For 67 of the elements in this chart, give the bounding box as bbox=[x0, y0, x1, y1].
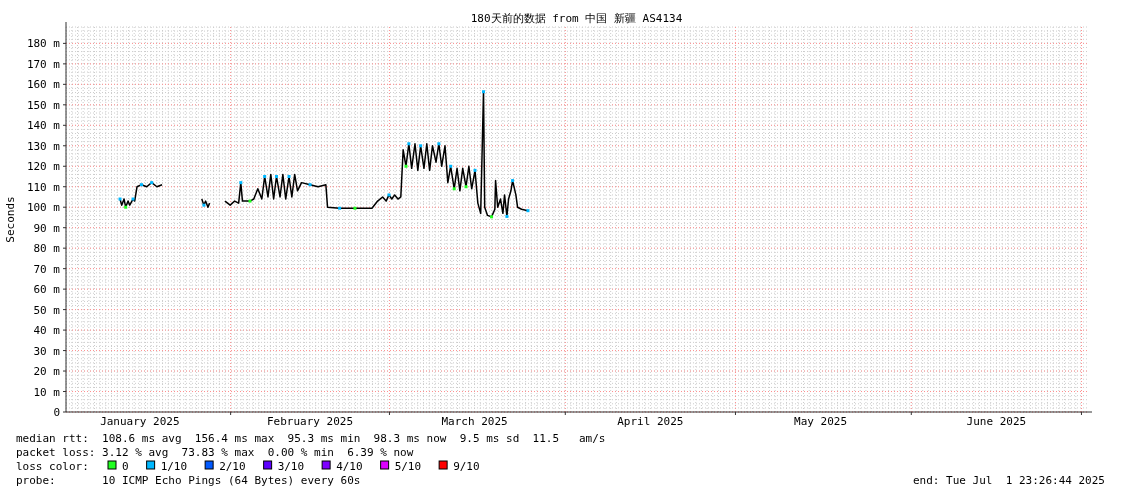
x-tick-label: June 2025 bbox=[966, 415, 1027, 428]
y-tick-label: 120 m bbox=[26, 160, 61, 174]
point bbox=[526, 209, 530, 213]
legend-label: 0 bbox=[122, 460, 129, 473]
point bbox=[387, 193, 391, 197]
y-tick-label: 100 m bbox=[26, 201, 61, 215]
point bbox=[131, 197, 135, 201]
text: packet loss: 3.12 % avg 73.83 % max 0.00 % min 6.39 % now bbox=[16, 446, 414, 459]
y-tick-label: 90 m bbox=[33, 221, 61, 235]
chart-title: 180天前的数据 from 中国 新疆 AS4134 bbox=[470, 12, 683, 25]
point bbox=[473, 168, 477, 172]
y-tick-label: 150 m bbox=[26, 98, 61, 112]
y-tick-label: 130 m bbox=[26, 139, 61, 153]
point bbox=[140, 183, 144, 187]
point bbox=[239, 181, 243, 185]
legend-label: 5/10 bbox=[394, 460, 422, 473]
point bbox=[505, 214, 509, 218]
y-tick-label: 30 m bbox=[33, 344, 61, 358]
point bbox=[452, 187, 456, 191]
y-tick-label: 20 m bbox=[33, 365, 61, 379]
legend-label: 1/10 bbox=[160, 460, 188, 473]
y-tick-label: 70 m bbox=[33, 262, 61, 276]
point bbox=[274, 175, 278, 178]
point bbox=[353, 206, 357, 210]
point bbox=[437, 142, 441, 146]
point bbox=[407, 142, 411, 146]
y-tick-label: 180 m bbox=[26, 37, 61, 51]
point bbox=[118, 197, 122, 201]
point bbox=[482, 90, 486, 94]
text: end: Tue Jul 1 23:26:44 2025 bbox=[912, 474, 1105, 487]
y-tick-label: 50 m bbox=[33, 303, 61, 317]
legend-label: 4/10 bbox=[336, 460, 363, 473]
point bbox=[511, 179, 515, 183]
legend-title: loss color: bbox=[16, 460, 89, 473]
point bbox=[248, 199, 252, 203]
x-tick-label: January 2025 bbox=[100, 415, 180, 428]
y-tick-label: 170 m bbox=[26, 57, 61, 71]
y-tick-label: 10 m bbox=[33, 385, 61, 399]
legend-label: 9/10 bbox=[453, 460, 480, 473]
point bbox=[490, 215, 494, 219]
x-tick-label: March 2025 bbox=[441, 415, 508, 428]
point bbox=[404, 164, 408, 168]
x-tick-label: February 2025 bbox=[266, 415, 354, 428]
y-tick-label: 140 m bbox=[26, 119, 61, 133]
y-axis-title: Seconds bbox=[4, 196, 17, 243]
y-tick-label: 80 m bbox=[33, 242, 61, 256]
point bbox=[287, 175, 291, 178]
point bbox=[124, 205, 128, 209]
point bbox=[419, 144, 423, 148]
y-tick-label: 110 m bbox=[26, 180, 61, 194]
point bbox=[308, 183, 312, 187]
y-tick-label: 60 m bbox=[33, 283, 61, 297]
y-tick-label: 40 m bbox=[33, 324, 61, 338]
point bbox=[338, 206, 342, 210]
point bbox=[464, 185, 468, 189]
x-tick-label: April 2025 bbox=[617, 415, 684, 428]
point bbox=[263, 175, 267, 178]
x-tick-label: May 2025 bbox=[794, 415, 848, 428]
legend-label: 3/10 bbox=[277, 460, 305, 473]
point bbox=[449, 164, 453, 168]
point bbox=[150, 181, 154, 185]
point bbox=[202, 203, 206, 207]
y-tick-label: 160 m bbox=[26, 78, 61, 92]
text: probe: 10 ICMP Echo Pings (64 Bytes) every 60s bbox=[16, 474, 361, 487]
y-tick-label: 0 bbox=[53, 406, 60, 419]
text: median rtt: 108.6 ms avg 156.4 ms max 95.3 ms min 98.3 ms now 9.5 ms sd 11.5 am/s bbox=[16, 432, 606, 445]
legend-label: 2/10 bbox=[219, 460, 246, 473]
